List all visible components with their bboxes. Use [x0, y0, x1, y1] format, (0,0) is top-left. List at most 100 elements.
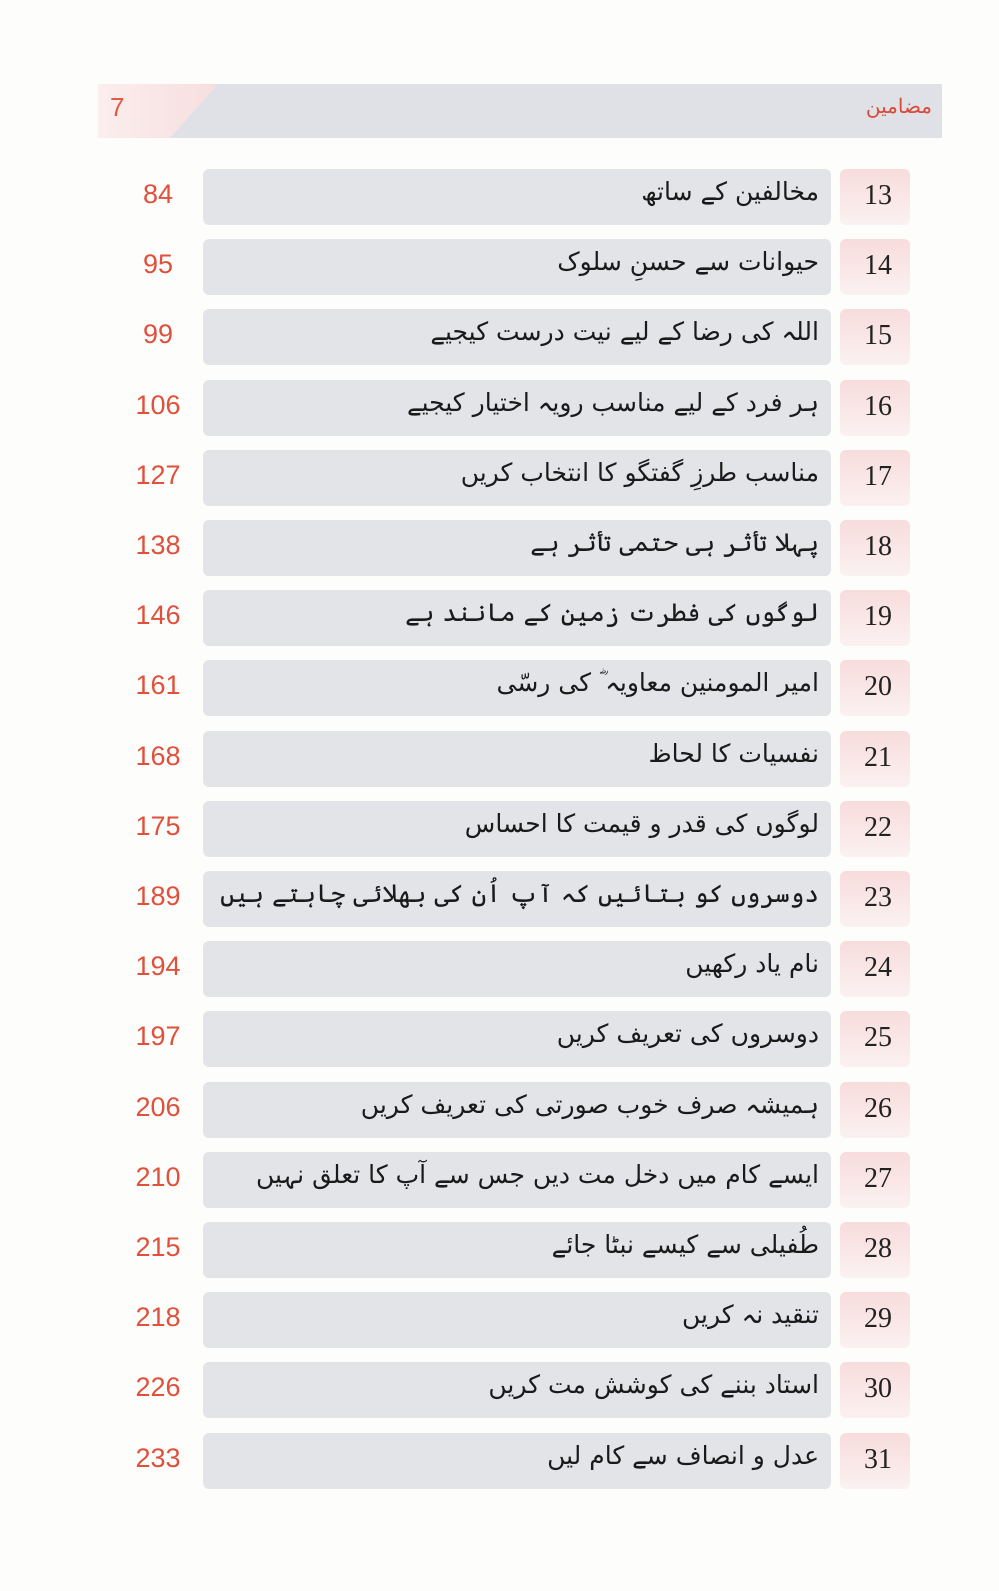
- entry-title: امیر المومنین معاویہ ؓ کی رسّی: [496, 668, 820, 698]
- page-header: 7 مضامین: [98, 84, 942, 138]
- entry-number-box: [840, 1081, 910, 1138]
- entry-title: لوگوں کی فطرت زمین کے مانند ہے: [405, 598, 819, 628]
- entry-number: 16: [864, 390, 892, 422]
- entry-title-bar: [203, 800, 831, 857]
- entry-page-number: 99: [142, 319, 174, 350]
- entry-number-box: [840, 239, 910, 296]
- entry-title-bar: [203, 449, 831, 506]
- entry-number: 20: [864, 671, 892, 703]
- entry-title-bar: [203, 1292, 831, 1349]
- toc-entry[interactable]: 84 مخالفین کے ساتھ 13: [0, 167, 999, 227]
- entry-number-box: [840, 730, 910, 787]
- toc-entry[interactable]: 194 نام یاد رکھیں 24: [0, 939, 999, 999]
- entry-title-bar: [203, 730, 831, 787]
- entry-title-bar: [203, 379, 831, 436]
- toc-entry[interactable]: 218 تنقید نہ کریں 29: [0, 1290, 999, 1350]
- toc-entry[interactable]: 210 ایسے کام میں دخل مت دیں جس سے آپ کا ت…: [0, 1150, 999, 1210]
- toc-entry[interactable]: 189 دوسروں کو بتائیں کہ آپ اُن کی بھلائی …: [0, 869, 999, 929]
- entry-title: طُفیلی سے کیسے نبٹا جائے: [551, 1230, 819, 1259]
- entry-page-number: 189: [135, 881, 181, 911]
- entry-number-box: [840, 1432, 910, 1489]
- entry-title: عدل و انصاف سے کام لیں: [547, 1440, 819, 1470]
- entry-title: لوگوں کی قدر و قیمت کا احساس: [464, 808, 819, 838]
- entry-title: مخالفین کے ساتھ: [641, 177, 819, 206]
- entry-number: 18: [864, 531, 892, 562]
- entry-page-number: 206: [135, 1091, 181, 1122]
- entry-number: 15: [864, 320, 892, 352]
- toc-entry[interactable]: 95 حیوانات سے حسنِ سلوک 14: [0, 237, 999, 297]
- entry-number-box: [840, 1151, 910, 1208]
- toc-entry[interactable]: 175 لوگوں کی قدر و قیمت کا احساس 22: [0, 799, 999, 859]
- entry-title: دوسروں کو بتائیں کہ آپ اُن کی بھلائی چاہ…: [220, 879, 819, 908]
- entry-page-number: 106: [135, 389, 181, 420]
- entry-title: ہمیشہ صرف خوب صورتی کی تعریف کریں: [360, 1089, 819, 1119]
- entry-page-number: 95: [142, 249, 174, 280]
- entry-number: 25: [864, 1022, 892, 1054]
- entry-page-number: 194: [135, 951, 181, 982]
- entry-title: استاد بننے کی کوشش مت کریں: [488, 1370, 819, 1400]
- entry-title-bar: [203, 239, 831, 296]
- entry-page-number: 168: [135, 740, 181, 771]
- entry-page-number: 84: [142, 179, 174, 209]
- entry-number-box: [840, 1222, 910, 1278]
- entry-number-box: [840, 379, 910, 436]
- entry-number-box: [840, 660, 910, 717]
- entry-number: 24: [864, 952, 892, 984]
- entry-number: 30: [864, 1373, 892, 1405]
- toc-entry[interactable]: 106 ہر فرد کے لیے مناسب رویہ اختیار کیجیے…: [0, 378, 999, 438]
- entry-title: نفسیات کا لحاظ: [648, 738, 819, 768]
- entry-title: ہر فرد کے لیے مناسب رویہ اختیار کیجیے: [406, 387, 819, 417]
- entry-title-bar: [203, 660, 831, 717]
- entry-page-number: 226: [135, 1372, 181, 1403]
- entry-number: 21: [864, 741, 892, 773]
- entry-number: 28: [864, 1233, 892, 1264]
- entry-number: 29: [864, 1303, 892, 1335]
- entry-number-box: [840, 449, 910, 506]
- entry-title-bar: [203, 1432, 831, 1489]
- entry-title-bar: [203, 520, 831, 576]
- entry-title-bar: [203, 871, 831, 927]
- entry-title: حیوانات سے حسنِ سلوک: [557, 247, 819, 277]
- entry-number: 26: [864, 1092, 892, 1124]
- toc-entry[interactable]: 161 امیر المومنین معاویہ ؓ کی رسّی 20: [0, 658, 999, 718]
- entry-page-number: 210: [135, 1161, 181, 1192]
- entry-page-number: 127: [135, 459, 181, 490]
- toc-entry[interactable]: 215 طُفیلی سے کیسے نبٹا جائے 28: [0, 1220, 999, 1280]
- toc-entry[interactable]: 99 اللہ کی رضا کے لیے نیت درست کیجیے 15: [0, 307, 999, 367]
- entry-number-box: [840, 520, 910, 576]
- entry-title-bar: [203, 1222, 831, 1278]
- toc-entry[interactable]: 197 دوسروں کی تعریف کریں 25: [0, 1009, 999, 1069]
- toc-entry[interactable]: 168 نفسیات کا لحاظ 21: [0, 729, 999, 789]
- entry-number: 19: [864, 601, 892, 633]
- entry-number: 31: [864, 1443, 892, 1475]
- entry-number: 27: [864, 1162, 892, 1194]
- entry-number: 17: [864, 460, 892, 492]
- entry-number-box: [840, 309, 910, 366]
- entry-title: پہلا تأثر ہی حتمی تأثر ہے: [530, 528, 819, 557]
- entry-number-box: [840, 590, 910, 647]
- toc-entry[interactable]: 206 ہمیشہ صرف خوب صورتی کی تعریف کریں 26: [0, 1080, 999, 1140]
- entry-title-bar: [203, 941, 831, 998]
- toc-entry[interactable]: 138 پہلا تأثر ہی حتمی تأثر ہے 18: [0, 518, 999, 578]
- header-band: [170, 84, 942, 138]
- entry-title: دوسروں کی تعریف کریں: [556, 1019, 819, 1049]
- entry-page-number: 218: [135, 1302, 181, 1333]
- entry-page-number: 175: [135, 810, 181, 841]
- entry-title: ایسے کام میں دخل مت دیں جس سے آپ کا تعلق…: [255, 1159, 819, 1189]
- entry-number-box: [840, 169, 910, 225]
- entry-number-box: [840, 1362, 910, 1419]
- entry-number-box: [840, 1292, 910, 1349]
- toc-entry[interactable]: 127 مناسب طرزِ گفتگو کا انتخاب کریں 17: [0, 448, 999, 508]
- entry-title: مناسب طرزِ گفتگو کا انتخاب کریں: [460, 457, 819, 487]
- toc-entry[interactable]: 146 لوگوں کی فطرت زمین کے مانند ہے 19: [0, 588, 999, 648]
- toc-entry[interactable]: 226 استاد بننے کی کوشش مت کریں 30: [0, 1360, 999, 1420]
- entry-page-number: 138: [135, 530, 181, 560]
- entry-page-number: 146: [135, 600, 181, 631]
- entry-title-bar: [203, 309, 831, 366]
- entry-page-number: 197: [135, 1021, 181, 1052]
- entry-page-number: 233: [135, 1442, 181, 1473]
- entry-number-box: [840, 800, 910, 857]
- entry-number-box: [840, 871, 910, 927]
- toc-entry[interactable]: 233 عدل و انصاف سے کام لیں 31: [0, 1431, 999, 1491]
- entry-page-number: 161: [135, 670, 181, 701]
